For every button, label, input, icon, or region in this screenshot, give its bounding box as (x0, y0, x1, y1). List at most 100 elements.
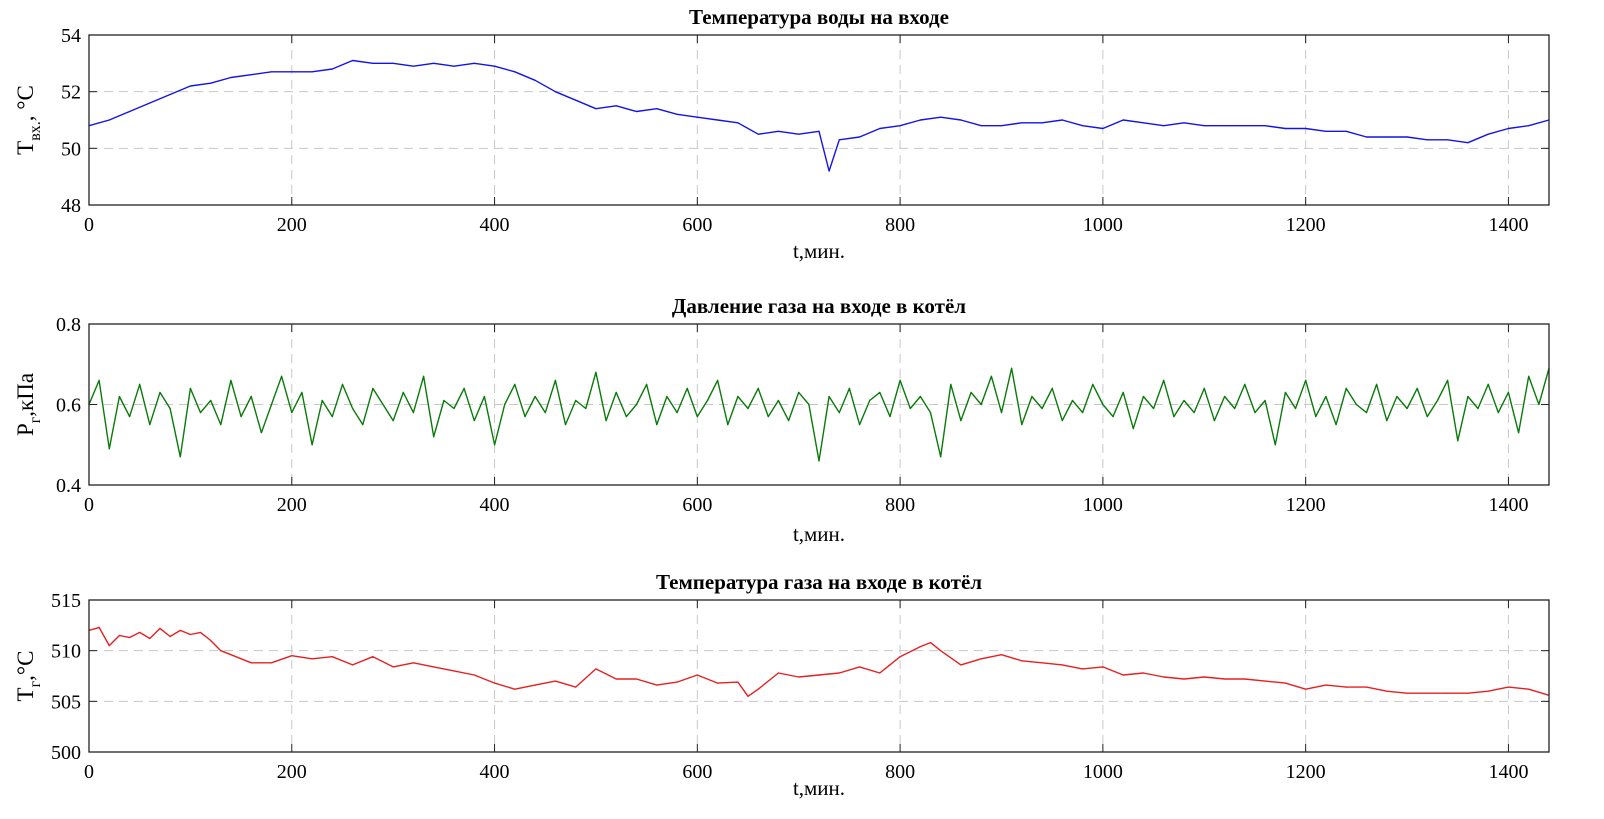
data-point (433, 62, 435, 64)
data-point (676, 681, 678, 683)
data-point (139, 631, 141, 634)
data-point (635, 403, 638, 406)
data-point (1467, 142, 1469, 144)
x-tick-label: 1000 (1083, 214, 1123, 236)
data-point (1264, 399, 1266, 402)
data-point (798, 676, 800, 678)
data-point (1041, 662, 1043, 664)
data-point (372, 656, 374, 658)
data-point (189, 633, 191, 636)
data-point (1447, 692, 1449, 694)
data-point (1305, 379, 1307, 381)
data-point (737, 122, 739, 124)
data-point (1457, 440, 1459, 442)
x-tick-label: 1000 (1083, 494, 1123, 516)
data-point (1102, 127, 1104, 130)
x-axis-label: t,мин. (793, 522, 845, 546)
data-point (128, 636, 131, 639)
y-tick-label: 0.8 (56, 314, 81, 336)
data-point (1223, 678, 1226, 680)
data-point (473, 674, 475, 676)
x-axis-label: t,мин. (793, 239, 845, 263)
data-point (970, 391, 972, 394)
data-point (1426, 415, 1428, 418)
data-point (1365, 411, 1368, 414)
data-point (1082, 411, 1084, 414)
data-point (747, 695, 749, 697)
data-point (412, 662, 415, 664)
data-point (575, 686, 577, 688)
data-point (1426, 139, 1428, 141)
chart-title: Давление газа на входе в котёл (672, 294, 966, 318)
data-point (1203, 676, 1205, 678)
data-point (1406, 692, 1408, 694)
data-point (595, 108, 597, 110)
data-point (433, 436, 435, 438)
x-tick-label: 400 (480, 761, 510, 783)
data-point (1284, 682, 1286, 684)
data-point (818, 460, 820, 462)
y-axis-label: Tг,°C (13, 651, 44, 702)
data-point (301, 391, 303, 394)
data-point (615, 678, 617, 680)
data-point (534, 684, 536, 686)
data-point (1082, 668, 1084, 670)
data-point (493, 65, 496, 67)
data-point (1517, 432, 1520, 434)
data-point (453, 407, 455, 410)
data-point (919, 119, 921, 121)
y-label-subscript: г (27, 416, 44, 423)
data-point (960, 119, 962, 121)
y-tick-label: 48 (61, 195, 81, 217)
y-label-main: T (13, 687, 38, 701)
data-point (1467, 395, 1469, 398)
x-tick-label: 1400 (1488, 214, 1528, 236)
data-point (1447, 139, 1449, 141)
data-point (615, 391, 617, 394)
data-point (1396, 395, 1398, 398)
chart-title: Температура воды на входе (689, 5, 949, 29)
data-point (940, 650, 942, 652)
data-point (382, 403, 384, 406)
data-point (169, 93, 171, 96)
x-tick-label: 1200 (1286, 761, 1326, 783)
data-point (858, 136, 861, 138)
data-point (1345, 387, 1347, 389)
data-point (128, 110, 131, 113)
data-point (240, 415, 242, 418)
data-point (1000, 654, 1003, 656)
data-point (676, 411, 678, 414)
data-point (899, 379, 901, 381)
data-point (341, 383, 344, 385)
data-point (747, 407, 749, 410)
data-point (1223, 125, 1226, 127)
data-point (757, 688, 759, 690)
data-point (352, 664, 354, 666)
data-point (980, 403, 982, 406)
data-point (1376, 383, 1378, 385)
y-tick-label: 50 (61, 138, 81, 160)
data-point (210, 639, 212, 642)
data-point (118, 634, 121, 637)
x-tick-label: 1200 (1286, 494, 1326, 516)
data-point (291, 71, 293, 73)
chart-title: Температура газа на входе в котёл (656, 570, 982, 594)
data-point (1538, 403, 1540, 406)
data-point (159, 627, 161, 629)
data-point (838, 139, 840, 141)
data-point (787, 420, 790, 422)
data-point (524, 415, 526, 418)
x-tick-label: 200 (277, 761, 307, 783)
data-point (352, 59, 354, 62)
y-tick-label: 52 (61, 82, 81, 104)
data-point (1416, 387, 1418, 389)
x-tick-label: 0 (84, 761, 94, 783)
data-point (1102, 403, 1104, 406)
data-point (1011, 367, 1013, 369)
data-point (352, 407, 354, 410)
data-point (554, 680, 556, 682)
data-point (696, 415, 698, 418)
data-point (858, 424, 861, 426)
data-point (331, 656, 333, 658)
data-point (1325, 130, 1327, 132)
